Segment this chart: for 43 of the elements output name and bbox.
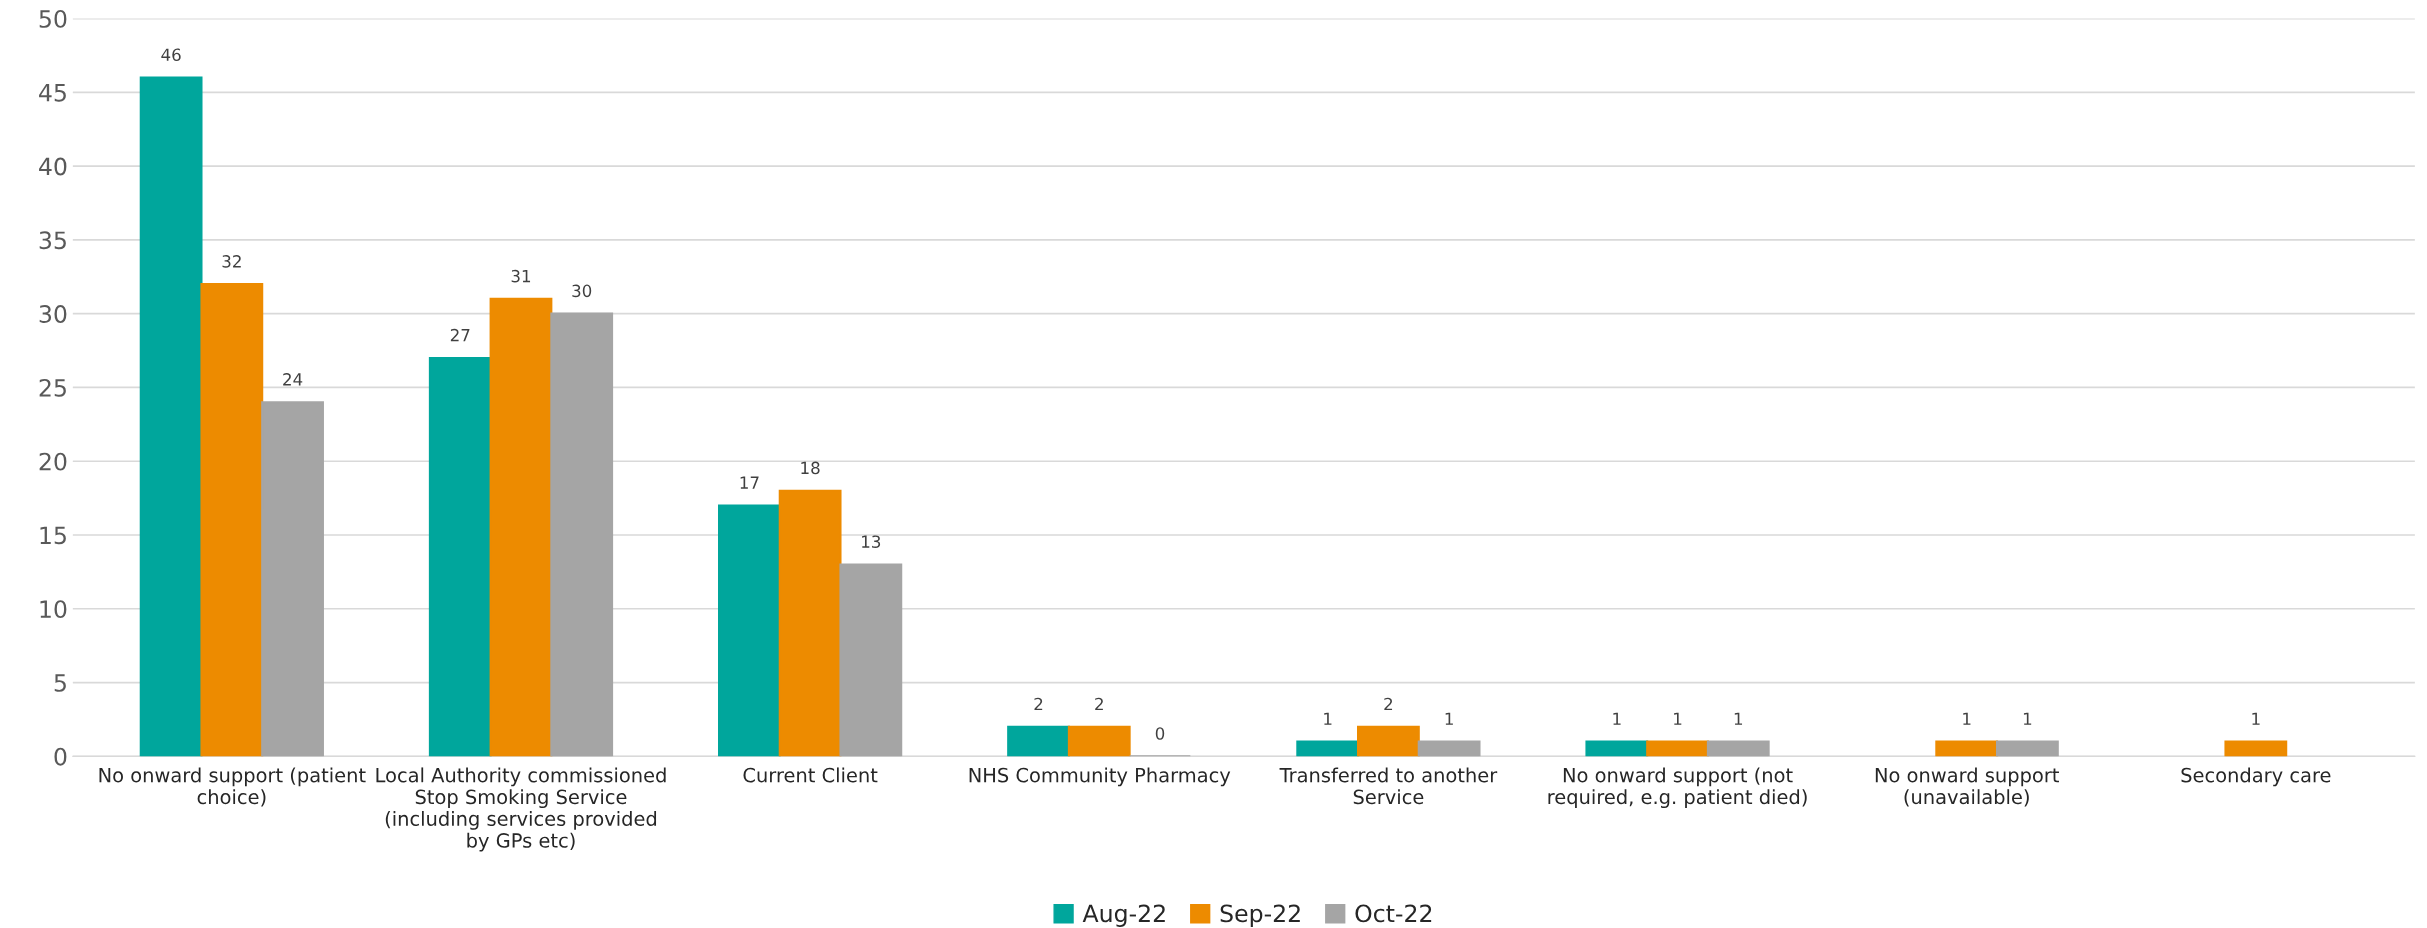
data-label: 0 [1155,727,1165,740]
legend-label: Sep-22 [1220,904,1300,927]
y-tick-label: 45 [39,84,66,102]
data-label: 13 [862,535,881,548]
legend-label: Oct-22 [1355,904,1432,923]
data-label: 1 [1963,712,1971,725]
data-label: 1 [1613,712,1621,725]
x-tick-label: Current Client [743,767,878,783]
x-tick-label: Transferred to another Service [1279,767,1498,805]
data-label: 17 [740,476,759,489]
data-label: 24 [283,373,303,386]
data-label: 46 [161,48,181,62]
data-label: 1 [1734,712,1743,725]
data-label: 1 [1324,712,1332,725]
data-label: 18 [801,461,820,475]
y-tick-label: 30 [39,305,67,323]
y-tick-label: 25 [39,378,66,397]
y-tick-label: 50 [39,10,67,28]
data-label: 2 [1095,697,1103,711]
legend-label: Aug-22 [1082,904,1165,927]
data-label: 1 [1674,712,1682,725]
data-label: 27 [450,328,470,342]
data-label: 2 [1384,697,1393,711]
y-tick-label: 35 [39,231,66,250]
data-label: 1 [1445,712,1453,725]
data-label: 30 [572,284,592,298]
x-tick-label: No onward support (unavailable) [1875,767,2059,807]
x-tick-label: NHS Community Pharmacy [969,767,1231,787]
y-tick-label: 0 [54,747,67,766]
data-label: 31 [511,269,531,283]
data-label: 1 [2023,712,2032,725]
x-tick-label: No onward support (not required, e.g. patient died) [1548,767,1807,809]
y-tick-label: 20 [39,452,67,471]
y-tick-label: 40 [39,157,67,176]
x-tick-label: Local Authority commissioned Stop Smoking Service (including services provided by GPs etc) [376,767,666,852]
data-label: 2 [1034,697,1043,711]
x-tick-label: Secondary care [2181,767,2331,787]
x-tick-label: No onward support (patient choice) [99,767,366,807]
data-label: 32 [222,255,241,268]
y-tick-label: 15 [40,526,66,545]
y-tick-label: 10 [40,600,67,619]
y-tick-label: 5 [54,674,66,692]
data-label: 1 [2252,712,2260,725]
